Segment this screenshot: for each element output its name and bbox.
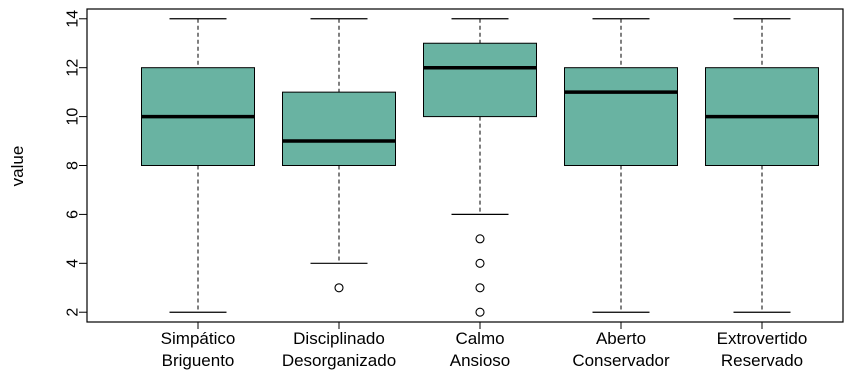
x-category-label: Ansioso (450, 351, 510, 370)
boxes-group (141, 18, 819, 317)
outlier-point (475, 307, 485, 317)
x-category-label: Conservador (572, 351, 670, 370)
x-category-label: Reservado (721, 351, 803, 370)
x-category-label: Simpático (161, 329, 236, 348)
box-iqr (423, 42, 537, 118)
outlier-point (475, 283, 485, 293)
y-tick-label: 4 (65, 259, 82, 268)
y-tick-label: 8 (65, 161, 82, 170)
x-category-label: Desorganizado (282, 351, 396, 370)
x-category-label: Aberto (596, 329, 646, 348)
x-category-label: Briguento (162, 351, 235, 370)
x-category-label: Calmo (455, 329, 504, 348)
x-category-label: Extrovertido (717, 329, 808, 348)
x-category-label: Disciplinado (293, 329, 385, 348)
y-tick-label: 10 (65, 108, 82, 126)
box-iqr (282, 91, 396, 166)
outlier-point (475, 258, 485, 268)
y-axis: 2 4 6 8 10 12 14 (65, 10, 87, 317)
y-tick-label: 14 (65, 10, 82, 28)
x-axis-labels: Simpático Briguento Disciplinado Desorganiz… (161, 322, 808, 370)
box-iqr (564, 67, 678, 166)
y-axis-title: value (8, 146, 27, 187)
y-tick-label: 6 (65, 210, 82, 219)
y-tick-label: 2 (65, 308, 82, 317)
outlier-point (334, 283, 344, 293)
outlier-point (475, 234, 485, 244)
y-tick-label: 12 (65, 59, 82, 77)
